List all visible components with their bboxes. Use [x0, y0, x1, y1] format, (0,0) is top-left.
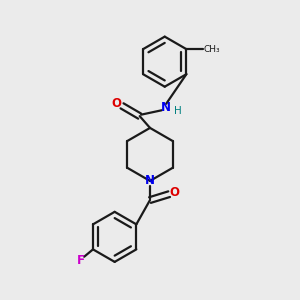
Text: F: F — [76, 254, 85, 267]
Text: CH₃: CH₃ — [203, 45, 220, 54]
Text: H: H — [173, 106, 181, 116]
Text: N: N — [161, 101, 171, 114]
Text: O: O — [169, 186, 179, 199]
Text: N: N — [145, 174, 155, 188]
Text: O: O — [112, 97, 122, 110]
